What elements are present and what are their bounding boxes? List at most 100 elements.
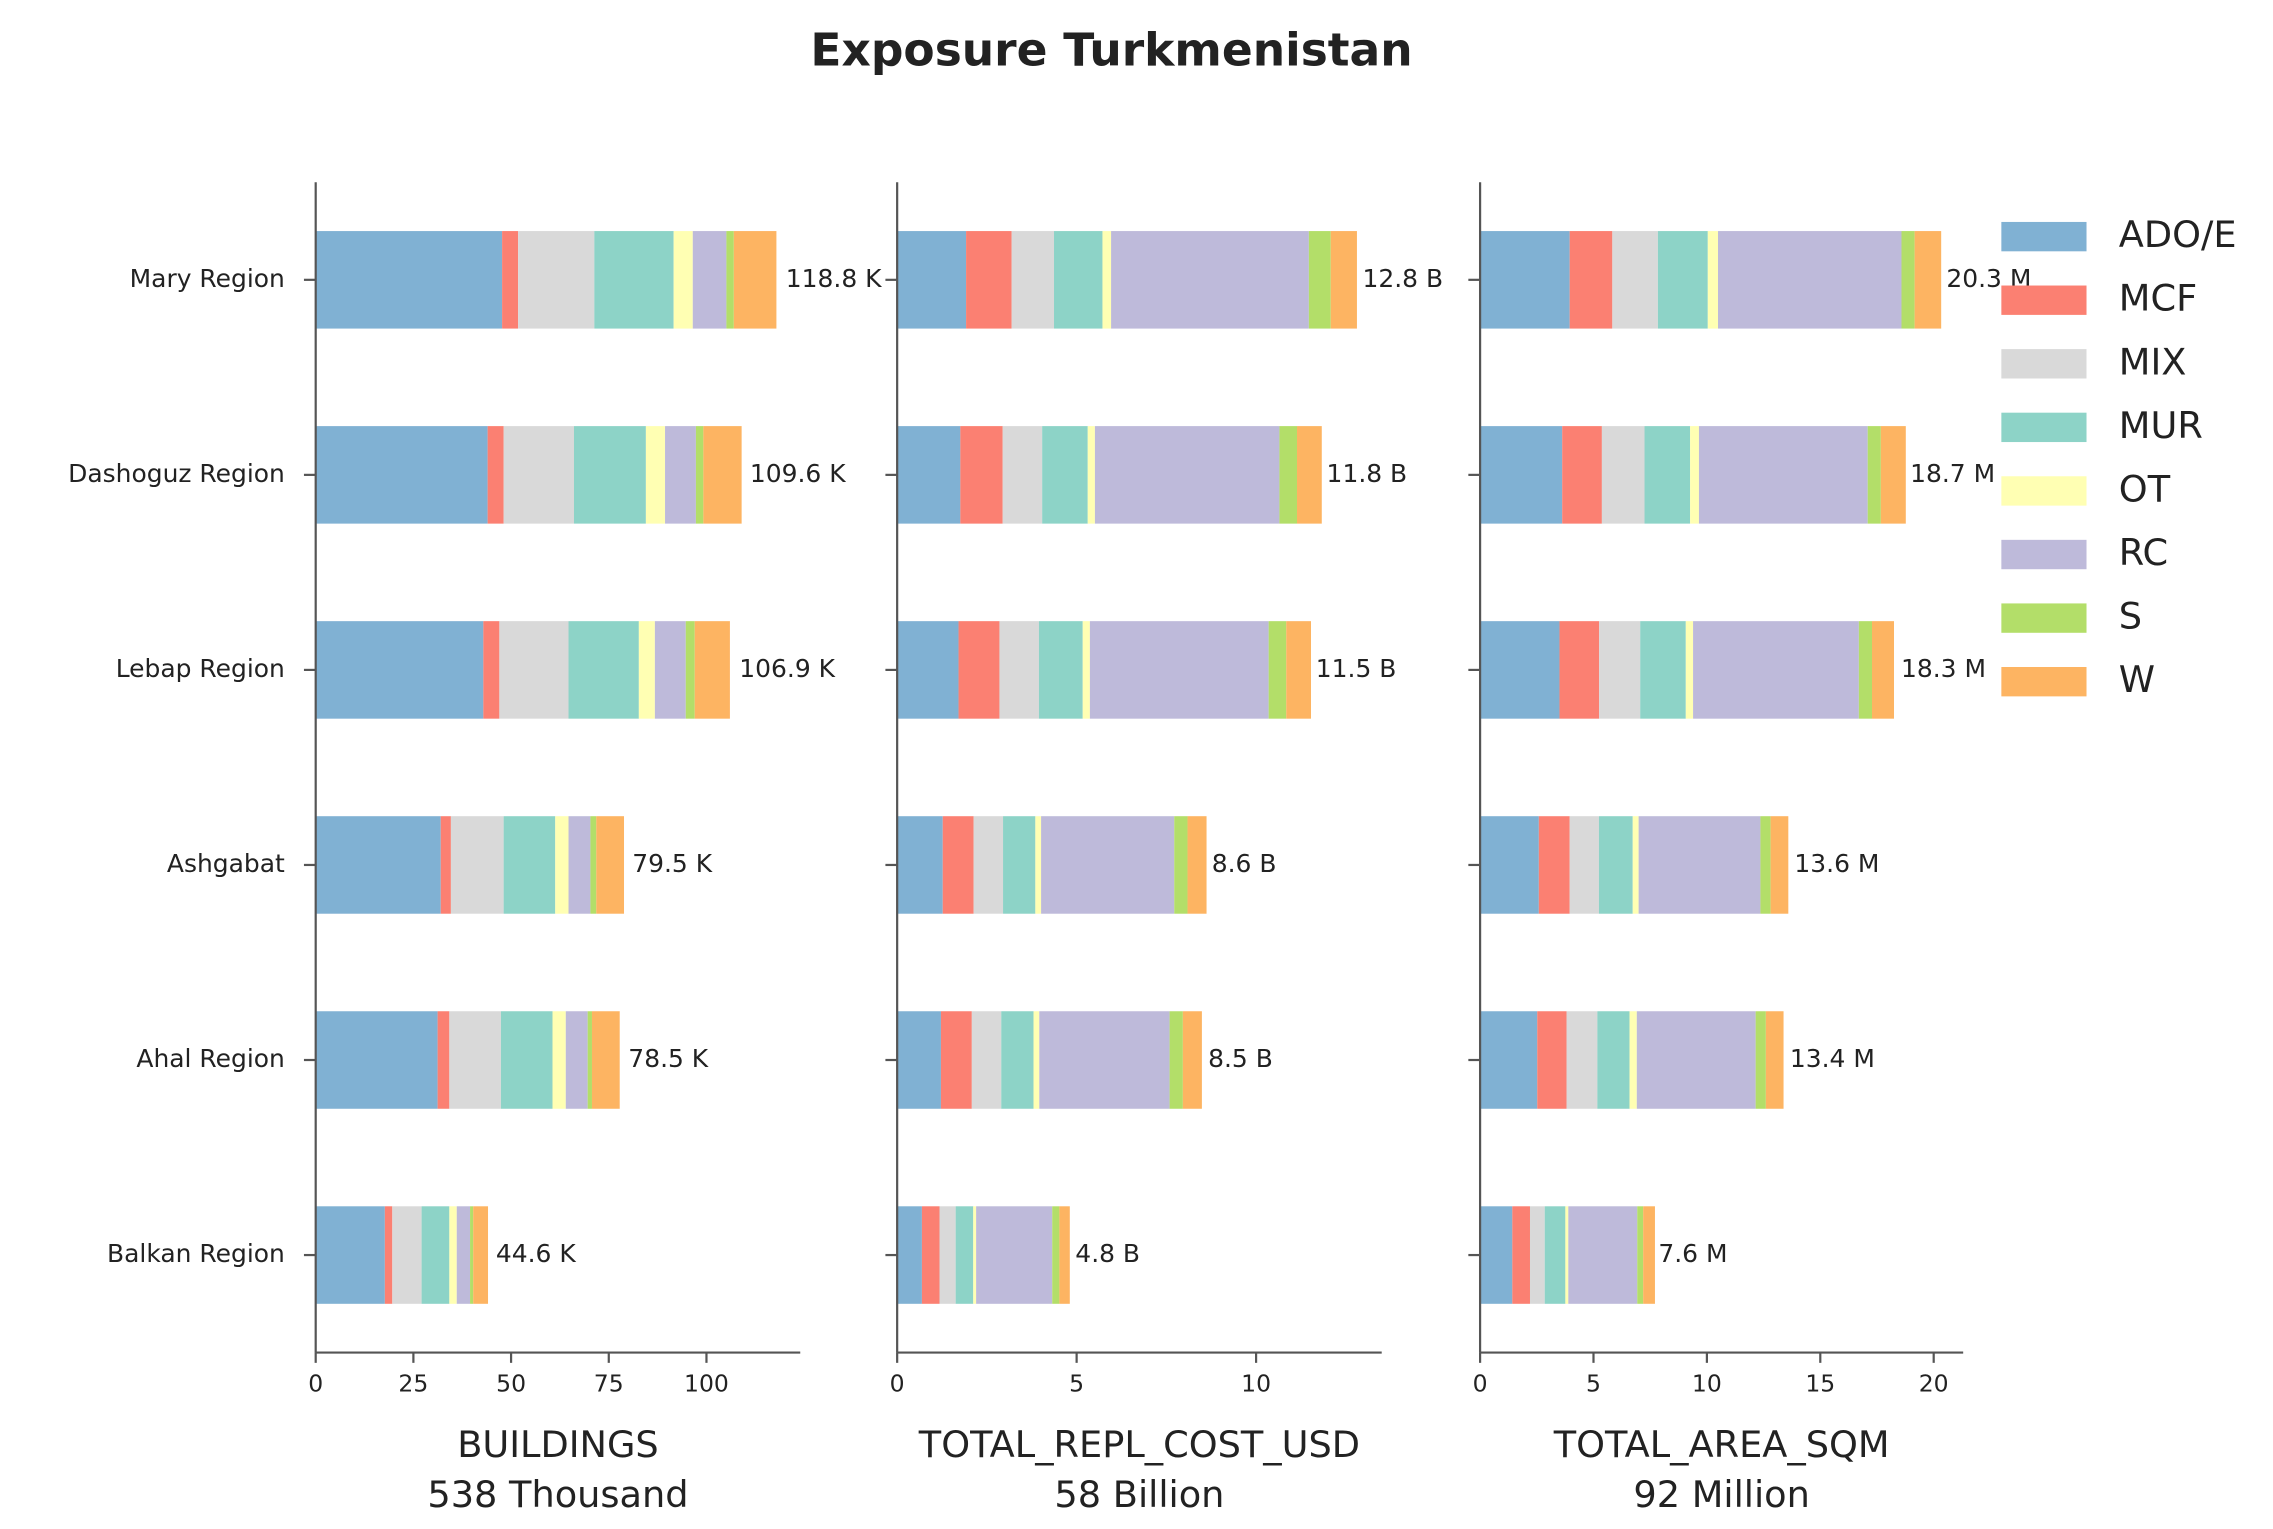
legend-swatch bbox=[2001, 539, 2087, 570]
bar-segment bbox=[1480, 1206, 1513, 1304]
bar-segment bbox=[973, 816, 1004, 914]
bar-segment bbox=[897, 621, 959, 719]
bar-segment bbox=[1707, 231, 1719, 329]
bar-segment bbox=[315, 1011, 438, 1109]
x-axis-label: TOTAL_REPL_COST_USD bbox=[918, 1423, 1360, 1466]
bar-segment bbox=[1480, 621, 1560, 719]
bar-segment bbox=[421, 1206, 450, 1304]
total-label: 18.3 M bbox=[1901, 654, 1986, 683]
bar-segment bbox=[1718, 231, 1902, 329]
bar-segment bbox=[1690, 426, 1699, 524]
bar-segment bbox=[1033, 1011, 1040, 1109]
bar-segment bbox=[1042, 426, 1088, 524]
bar-segment bbox=[1038, 621, 1083, 719]
bar-segment bbox=[645, 426, 666, 524]
bar-segment bbox=[1636, 1011, 1756, 1109]
total-label: 106.9 K bbox=[739, 654, 835, 683]
bar-segment bbox=[315, 621, 484, 719]
bar-segment bbox=[1480, 816, 1539, 914]
bar-segment bbox=[1187, 816, 1207, 914]
bar-segment bbox=[440, 816, 451, 914]
bar-segment bbox=[315, 1206, 385, 1304]
bar-segment bbox=[939, 1206, 956, 1304]
bar-segment bbox=[1643, 1206, 1655, 1304]
legend-swatch bbox=[2001, 476, 2087, 506]
bar-segment bbox=[1755, 1011, 1766, 1109]
legend-label: OT bbox=[2119, 467, 2171, 510]
bar-segment bbox=[1601, 426, 1645, 524]
figure-title: Exposure Turkmenistan bbox=[810, 24, 1412, 77]
bar-segment bbox=[594, 231, 674, 329]
total-label: 109.6 K bbox=[750, 459, 846, 488]
bar-segment bbox=[1268, 621, 1287, 719]
bar-segment bbox=[1562, 426, 1602, 524]
total-label: 79.5 K bbox=[632, 849, 712, 878]
bar-segment bbox=[1035, 816, 1042, 914]
bar-segment bbox=[973, 1206, 977, 1304]
bar-segment bbox=[449, 1206, 457, 1304]
bar-segment bbox=[1858, 621, 1873, 719]
bar-segment bbox=[450, 816, 504, 914]
bar-segment bbox=[921, 1206, 940, 1304]
bar-segment bbox=[1597, 1011, 1630, 1109]
x-axis-label: TOTAL_AREA_SQM bbox=[1553, 1423, 1890, 1466]
y-tick-label: Ashgabat bbox=[167, 849, 285, 878]
bar-segment bbox=[955, 1206, 974, 1304]
bar-segment bbox=[1559, 621, 1600, 719]
total-label: 4.8 B bbox=[1075, 1239, 1140, 1268]
legend-label: MCF bbox=[2119, 277, 2197, 320]
bar-segment bbox=[1041, 816, 1175, 914]
total-label: 18.7 M bbox=[1910, 459, 1995, 488]
bar-segment bbox=[1867, 426, 1881, 524]
bar-segment bbox=[1566, 1011, 1598, 1109]
bar-segment bbox=[499, 621, 569, 719]
bar-segment bbox=[940, 1011, 972, 1109]
total-label: 44.6 K bbox=[496, 1239, 576, 1268]
total-label: 12.8 B bbox=[1362, 264, 1443, 293]
legend-label: RC bbox=[2119, 531, 2168, 574]
bar-segment bbox=[1657, 231, 1708, 329]
bar-segment bbox=[638, 621, 655, 719]
bar-segment bbox=[1644, 426, 1691, 524]
bar-segment bbox=[1901, 231, 1915, 329]
bar-segment bbox=[552, 1011, 566, 1109]
bar-segment bbox=[1002, 426, 1043, 524]
legend-swatch bbox=[2001, 667, 2087, 697]
x-tick-label: 10 bbox=[1692, 1369, 1722, 1397]
bar-segment bbox=[1308, 231, 1331, 329]
bar-segment bbox=[1054, 231, 1103, 329]
bar-segment bbox=[897, 1011, 941, 1109]
total-label: 13.6 M bbox=[1794, 849, 1879, 878]
x-tick-label: 75 bbox=[594, 1369, 624, 1397]
y-tick-label: Ahal Region bbox=[136, 1044, 284, 1073]
legend-swatch bbox=[2001, 349, 2087, 379]
total-label: 11.5 B bbox=[1316, 654, 1397, 683]
bar-segment bbox=[573, 426, 646, 524]
x-tick-label: 0 bbox=[308, 1369, 323, 1397]
bar-segment bbox=[483, 621, 500, 719]
bar-segment bbox=[942, 816, 974, 914]
legend-swatch bbox=[2001, 221, 2087, 252]
bar-segment bbox=[1182, 1011, 1202, 1109]
bar-segment bbox=[590, 816, 597, 914]
bar-segment bbox=[733, 231, 777, 329]
x-axis-subtitle: 538 Thousand bbox=[427, 1473, 688, 1516]
bar-segment bbox=[437, 1011, 450, 1109]
x-tick-label: 25 bbox=[398, 1369, 428, 1397]
bar-segment bbox=[1480, 231, 1570, 329]
bar-segment bbox=[568, 621, 639, 719]
y-tick-label: Balkan Region bbox=[107, 1239, 285, 1268]
legend-label: S bbox=[2119, 595, 2142, 638]
bar-segment bbox=[685, 621, 695, 719]
bar-segment bbox=[1001, 1011, 1034, 1109]
bar-segment bbox=[1565, 1206, 1569, 1304]
bar-segment bbox=[502, 231, 519, 329]
bar-segment bbox=[1082, 621, 1090, 719]
bar-segment bbox=[1169, 1011, 1183, 1109]
x-axis-label: BUILDINGS bbox=[457, 1423, 659, 1466]
bar-segment bbox=[999, 621, 1039, 719]
bar-segment bbox=[565, 1011, 588, 1109]
bar-segment bbox=[503, 426, 574, 524]
bar-segment bbox=[1003, 816, 1036, 914]
x-tick-label: 20 bbox=[1919, 1369, 1949, 1397]
